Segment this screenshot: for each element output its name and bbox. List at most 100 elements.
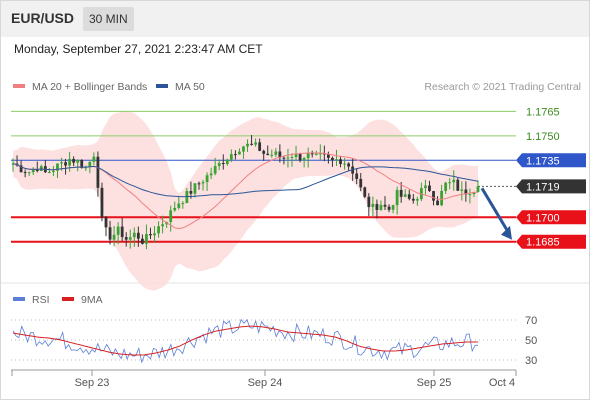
candle-body [23, 172, 27, 174]
candle-body [335, 159, 338, 161]
candle-body [181, 203, 185, 205]
rsi-panel: 70 50 30 [11, 315, 537, 367]
credit-text: Research © 2021 Trading Central [424, 81, 581, 93]
candle-body [254, 142, 258, 145]
candle-body [201, 182, 205, 184]
candle-body [456, 179, 460, 191]
candle-body [274, 151, 278, 155]
candle-body [440, 190, 444, 206]
x-tick-label-Oct-4: Oct 4 [489, 377, 515, 389]
bollinger-band-area [13, 111, 478, 291]
ma50-line [12, 163, 479, 198]
candle-body [452, 179, 456, 183]
level-label-1.1750: 1.1750 [526, 131, 560, 143]
rsi-ma-legend-label: 9MA [81, 294, 103, 306]
x-tick-label-Sep-23: Sep 23 [75, 377, 110, 389]
timeframe-button[interactable]: 30 MIN [83, 7, 134, 31]
candle-body [169, 210, 173, 223]
candle-body [149, 234, 152, 236]
candle-body [310, 153, 314, 155]
candle-body [60, 162, 63, 164]
candle-body [331, 157, 334, 161]
candle-body [136, 232, 140, 239]
candle-body [294, 153, 298, 157]
candle-body [120, 226, 124, 238]
rsi-legend-label: RSI [32, 294, 50, 306]
candle-body [104, 217, 108, 228]
rsi-tick-50: 50 [525, 335, 537, 347]
x-tick-label-Sep-24: Sep 24 [248, 377, 283, 389]
timestamp: Monday, September 27, 2021 2:23:47 AM CE… [14, 42, 263, 56]
main-legend: MA 20 + Bollinger Bands MA 50 Research ©… [13, 81, 581, 93]
arrow-shaft [480, 187, 510, 233]
candle-body [242, 146, 245, 152]
candle-body [246, 143, 249, 147]
level-label-1.1700: 1.1700 [526, 212, 560, 224]
level-label-box-1.1700 [516, 210, 586, 225]
level-label-box-1.1735 [516, 153, 586, 168]
candle-body [403, 194, 407, 197]
candle-body [112, 234, 116, 240]
candle-body [432, 191, 435, 201]
level-label-box-1.1719 [516, 179, 586, 194]
rsi-line [12, 318, 478, 364]
arrow-head [501, 225, 512, 240]
candle-body [31, 169, 35, 173]
candle-body [379, 204, 383, 210]
ma20-legend-label: MA 20 + Bollinger Bands [32, 81, 147, 93]
candle-body [193, 183, 197, 194]
candle-body [387, 206, 391, 210]
candle-body [326, 154, 330, 158]
candle-body [225, 159, 229, 165]
candle-body [383, 204, 387, 207]
candle-body [367, 196, 371, 208]
candle-body [298, 153, 302, 161]
rsi-ma-legend-swatch [62, 297, 74, 301]
level-label-1.1719: 1.1719 [526, 181, 560, 193]
candle-body [229, 154, 233, 160]
candle-body [56, 163, 59, 171]
candle-body [399, 189, 403, 197]
candle-body [47, 171, 51, 173]
candle-body [424, 185, 427, 189]
candles [11, 135, 480, 250]
forecast-arrow [480, 187, 512, 240]
candle-body [116, 226, 120, 235]
candle-body [128, 237, 132, 240]
candle-body [428, 185, 431, 192]
candle-body [460, 189, 464, 191]
candle-body [448, 182, 452, 184]
candle-body [185, 191, 189, 204]
candle-body [84, 167, 88, 169]
level-label-box-1.1685 [516, 234, 586, 249]
candle-body [343, 163, 346, 165]
x-axis: Sep 23 Sep 24 Sep 25 Oct 4 [11, 369, 517, 389]
candle-body [282, 157, 286, 159]
bollinger-bands [13, 111, 478, 291]
candle-body [221, 163, 225, 165]
candle-body [157, 226, 160, 234]
candle-body [258, 142, 262, 151]
candle-body [290, 156, 294, 158]
level-label-1.1735: 1.1735 [526, 155, 560, 167]
candle-body [233, 154, 237, 156]
candle-body [318, 153, 322, 155]
candle-body [339, 159, 342, 165]
candle-body [371, 203, 375, 208]
candle-body [472, 192, 476, 195]
candle-body [205, 175, 209, 183]
candle-body [395, 189, 399, 206]
candle-body [177, 203, 181, 208]
candle-body [64, 162, 67, 166]
candle-body [270, 154, 274, 156]
candle-body [27, 172, 31, 174]
x-tick-label-Sep-25: Sep 25 [417, 377, 452, 389]
candle-body [347, 163, 351, 167]
candle-body [217, 163, 221, 167]
candle-body [19, 165, 23, 173]
candle-body [306, 153, 310, 159]
candle-body [76, 159, 80, 163]
candle-body [108, 227, 112, 240]
candle-body [302, 158, 306, 161]
